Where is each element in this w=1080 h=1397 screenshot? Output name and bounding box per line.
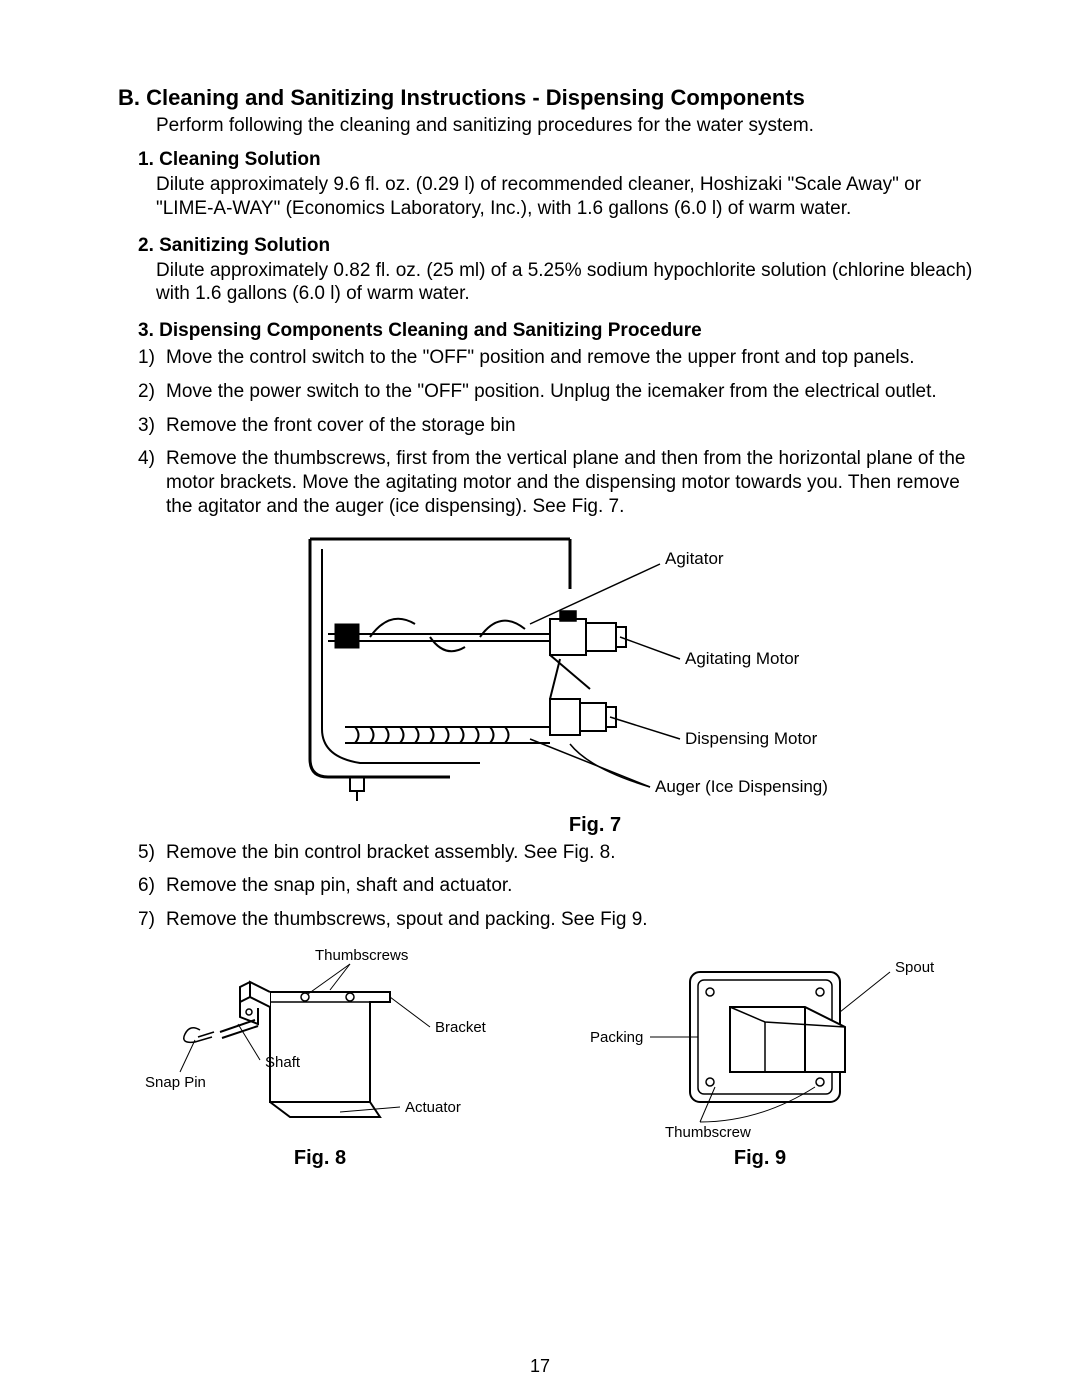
step-num: 1) [138,346,166,370]
step-item: 4) Remove the thumbscrews, first from th… [138,447,980,518]
figure-7: Agitator Agitating Motor Dispensing Moto… [100,529,980,837]
step-num: 4) [138,447,166,518]
step-text: Move the power switch to the "OFF" posit… [166,380,980,404]
figure-8-svg: Thumbscrews Bracket Shaft Snap Pin Actua… [140,942,500,1142]
step-num: 6) [138,874,166,898]
step-num: 5) [138,841,166,865]
figure-9-svg: Spout Packing Thumbscrew [580,942,940,1142]
label-packing: Packing [590,1029,643,1046]
label-thumbscrew: Thumbscrew [665,1124,751,1141]
step-item: 7) Remove the thumbscrews, spout and pac… [138,908,980,932]
fig8-caption: Fig. 8 [140,1147,500,1170]
step-item: 1) Move the control switch to the "OFF" … [138,346,980,370]
figure-9: Spout Packing Thumbscrew Fig. 9 [580,942,940,1170]
step-item: 6) Remove the snap pin, shaft and actuat… [138,874,980,898]
step-item: 5) Remove the bin control bracket assemb… [138,841,980,865]
subbody-1: Dilute approximately 9.6 fl. oz. (0.29 l… [156,173,980,221]
step-text: Move the control switch to the "OFF" pos… [166,346,980,370]
label-actuator: Actuator [405,1099,461,1116]
fig9-caption: Fig. 9 [580,1147,940,1170]
subheading-1: 1. Cleaning Solution [138,149,980,171]
step-text: Remove the bin control bracket assembly.… [166,841,980,865]
label-bracket: Bracket [435,1019,487,1036]
bottom-figures: Thumbscrews Bracket Shaft Snap Pin Actua… [100,942,980,1170]
step-text: Remove the thumbscrews, first from the v… [166,447,980,518]
label-snap-pin: Snap Pin [145,1074,206,1091]
steps-after-fig7: 5) Remove the bin control bracket assemb… [138,841,980,932]
figure-7-svg: Agitator Agitating Motor Dispensing Moto… [250,529,830,809]
page-number: 17 [0,1356,1080,1377]
fig7-caption: Fig. 7 [210,814,980,837]
step-text: Remove the thumbscrews, spout and packin… [166,908,980,932]
label-auger: Auger (Ice Dispensing) [655,777,828,796]
step-num: 3) [138,414,166,438]
step-text: Remove the front cover of the storage bi… [166,414,980,438]
subheading-3: 3. Dispensing Components Cleaning and Sa… [138,320,980,342]
section-heading: B. Cleaning and Sanitizing Instructions … [118,85,980,111]
step-item: 3) Remove the front cover of the storage… [138,414,980,438]
label-spout: Spout [895,959,935,976]
label-agitating-motor: Agitating Motor [685,649,800,668]
step-item: 2) Move the power switch to the "OFF" po… [138,380,980,404]
manual-page: B. Cleaning and Sanitizing Instructions … [0,0,1080,1397]
subheading-2: 2. Sanitizing Solution [138,235,980,257]
step-num: 2) [138,380,166,404]
label-thumbscrews: Thumbscrews [315,947,408,964]
intro-text: Perform following the cleaning and sanit… [156,115,980,137]
label-shaft: Shaft [265,1054,301,1071]
label-dispensing-motor: Dispensing Motor [685,729,818,748]
steps-before-fig7: 1) Move the control switch to the "OFF" … [138,346,980,519]
label-agitator: Agitator [665,549,724,568]
step-num: 7) [138,908,166,932]
figure-8: Thumbscrews Bracket Shaft Snap Pin Actua… [140,942,500,1170]
subbody-2: Dilute approximately 0.82 fl. oz. (25 ml… [156,259,980,307]
step-text: Remove the snap pin, shaft and actuator. [166,874,980,898]
